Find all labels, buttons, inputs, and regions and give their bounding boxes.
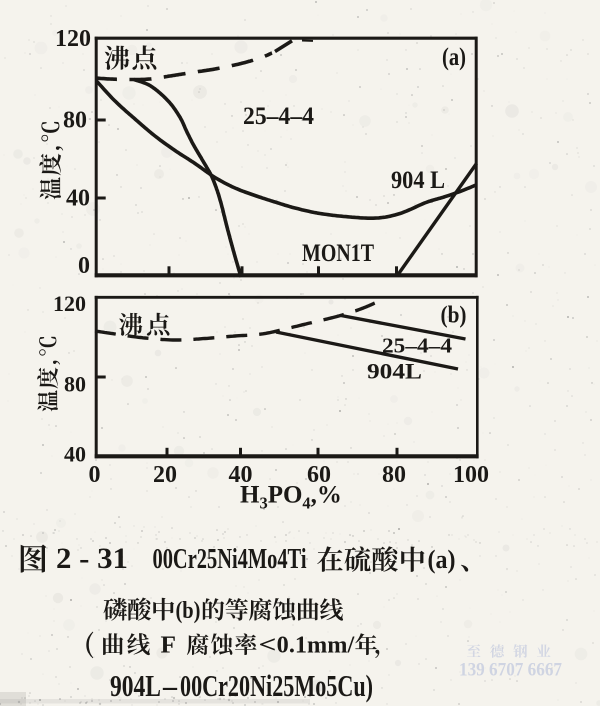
svg-text:60: 60 [307,462,331,488]
svg-text:100: 100 [453,462,489,488]
svg-text:<: < [259,633,277,659]
svg-text:(a): (a) [442,44,466,71]
svg-text:20: 20 [153,462,177,488]
svg-text:0: 0 [89,462,101,488]
svg-text:80: 80 [63,107,87,133]
svg-text:80: 80 [382,462,406,488]
svg-text:(b): (b) [441,303,467,329]
svg-text:F: F [161,633,177,659]
svg-text:80: 80 [64,372,86,397]
svg-text:40: 40 [64,442,86,467]
svg-text:25–4–4: 25–4–4 [382,334,453,358]
svg-text:904 L: 904 L [391,167,445,194]
svg-text:40: 40 [66,186,90,212]
svg-text:(b): (b) [176,598,201,624]
svg-text:(a): (a) [428,545,456,574]
svg-text:120: 120 [53,291,86,316]
svg-text:00Cr25Ni4Mo4Ti: 00Cr25Ni4Mo4Ti [153,544,307,575]
svg-text:0.1mm/: 0.1mm/ [277,633,355,659]
svg-text:40: 40 [229,462,253,488]
svg-text:–: – [162,668,177,703]
svg-text:904L: 904L [367,359,422,384]
svg-text:H3PO4,%: H3PO4,% [240,482,342,513]
svg-text:25–4–4: 25–4–4 [243,103,314,130]
svg-text:120: 120 [55,26,91,52]
svg-text:904L: 904L [110,668,161,703]
svg-text:139 6707 6667: 139 6707 6667 [459,661,562,681]
svg-text:0: 0 [78,253,90,279]
svg-text:MON1T: MON1T [302,240,374,267]
svg-text:00Cr20Ni25Mo5Cu): 00Cr20Ni25Mo5Cu) [180,668,373,703]
svg-text:2 - 31: 2 - 31 [56,542,128,575]
